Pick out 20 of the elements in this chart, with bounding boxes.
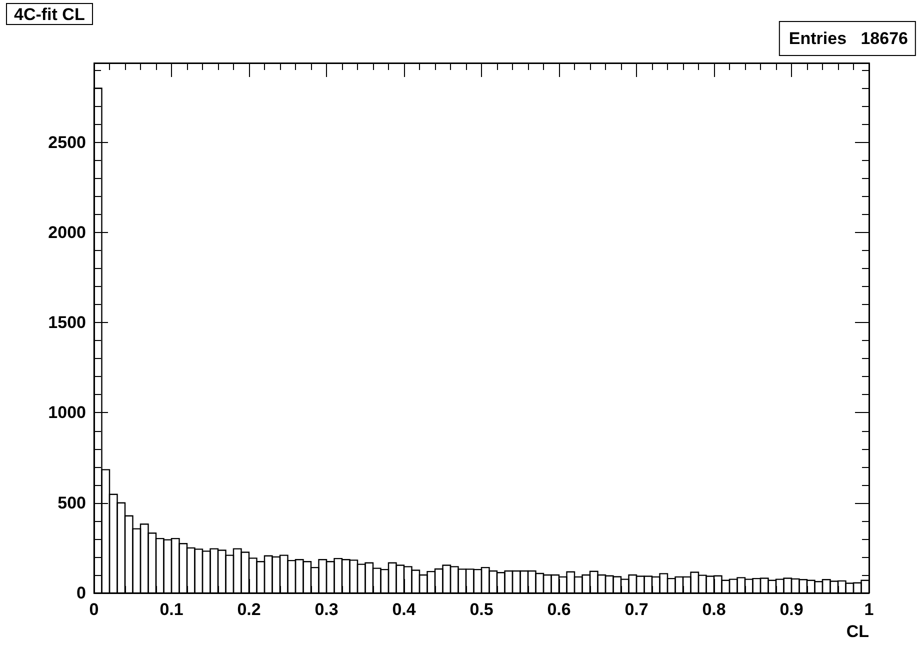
x-tick-label: 0.5 xyxy=(470,600,494,619)
x-tick-label: 0.6 xyxy=(547,600,571,619)
y-tick-label: 500 xyxy=(58,493,86,512)
x-tick-label: 0.1 xyxy=(160,600,184,619)
y-tick-label: 2500 xyxy=(48,132,86,152)
x-tick-label: 0 xyxy=(89,600,99,619)
x-tick-label: 0.3 xyxy=(314,600,338,619)
chart-title: 4C-fit CL xyxy=(14,5,85,24)
y-tick-label: 2000 xyxy=(48,222,86,242)
x-tick-label: 0.9 xyxy=(780,600,804,619)
text: Entries 18676 xyxy=(788,29,908,48)
x-tick-label: 0.7 xyxy=(624,600,648,619)
y-tick-label: 1000 xyxy=(48,403,86,422)
x-tick-label: 0.2 xyxy=(237,600,261,619)
x-tick-label: 0.8 xyxy=(702,600,726,619)
x-tick-label: 0.4 xyxy=(392,600,416,619)
y-tick-label: 1500 xyxy=(48,313,86,332)
x-axis-title: CL xyxy=(846,622,869,641)
y-tick-label: 0 xyxy=(76,584,86,602)
x-tick-label: 1 xyxy=(864,600,874,619)
